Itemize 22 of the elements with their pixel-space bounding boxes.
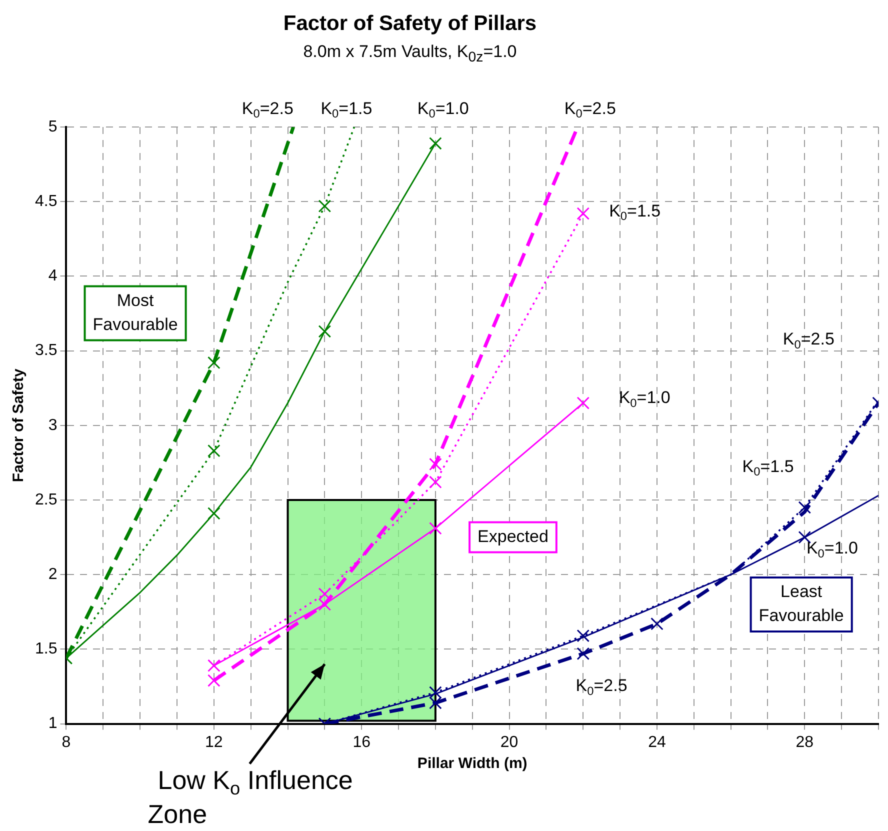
y-tick-label: 4 (48, 268, 58, 285)
y-tick-label: 1.5 (34, 640, 58, 658)
annotation: Expected (478, 527, 548, 546)
x-tick-label: 28 (796, 734, 814, 752)
chart-subtitle: 8.0m x 7.5m Vaults, K$_{0z}$=1.0 (302, 42, 518, 66)
x-tick-label: 24 (648, 734, 666, 752)
y-tick-label: 3 (48, 417, 58, 434)
y-tick-label: 1 (48, 716, 58, 733)
y-tick-label: 3.5 (34, 342, 58, 360)
annotation: Most Favourable (92, 291, 178, 334)
x-tick-label: 16 (352, 734, 371, 752)
x-tick-label: 12 (205, 734, 223, 752)
chart-title: Factor of Safety of Pillars (282, 12, 538, 36)
annotation: Least Favourable (758, 582, 844, 626)
y-tick-label: 2.5 (34, 492, 58, 509)
y-tick-label: 4.5 (34, 193, 58, 210)
y-tick-label: 5 (48, 118, 58, 136)
x-axis-title: Pillar Width (m) (417, 756, 528, 773)
y-axis-title: Factor of Safety (10, 368, 28, 482)
x-tick-label: 20 (500, 734, 518, 752)
x-tick-label: 8 (62, 734, 71, 752)
y-tick-label: 2 (48, 566, 58, 584)
